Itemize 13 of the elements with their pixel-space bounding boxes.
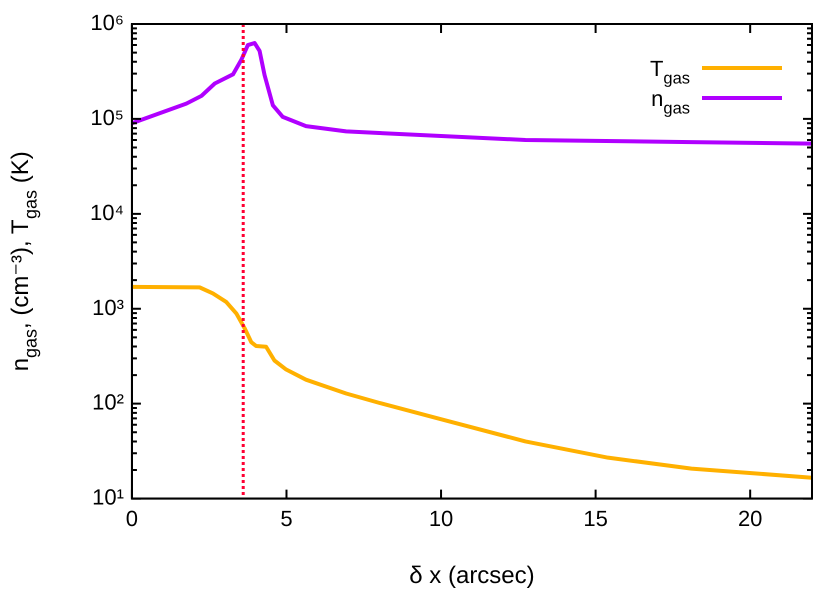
x-tick-label: 15	[583, 506, 608, 531]
y-tick-label: 10²	[92, 390, 124, 415]
y-tick-label: 10³	[92, 294, 124, 320]
y-tick-label: 10⁴	[90, 200, 124, 225]
x-tick-label: 10	[428, 506, 454, 531]
x-tick-label: 5	[280, 506, 293, 531]
y-tick-label: 10⁵	[90, 104, 124, 130]
y-axis-title: ngas, (cm⁻³), Tgas (K)	[7, 151, 40, 372]
x-axis-title: δ x (arcsec)	[409, 562, 535, 589]
x-tick-label: 0	[126, 506, 138, 531]
y-tick-label: 10⁶	[90, 10, 124, 36]
x-tick-label: 20	[738, 506, 762, 531]
y-tick-label: 10¹	[92, 484, 124, 510]
